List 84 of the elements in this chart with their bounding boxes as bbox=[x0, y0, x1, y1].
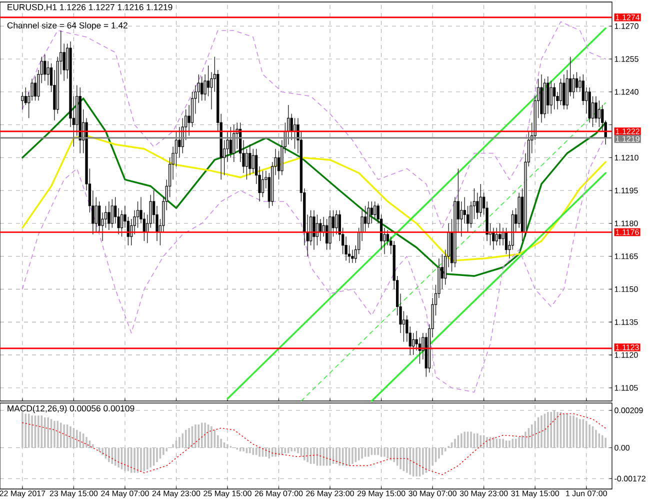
x-tick-label: 24 May 23:00 bbox=[152, 490, 200, 498]
y-tick-label: 1.1210 bbox=[614, 154, 638, 160]
candlestick bbox=[252, 148, 254, 174]
candlestick bbox=[24, 87, 27, 106]
y-tick-label: 1.1165 bbox=[614, 253, 638, 260]
candlestick bbox=[46, 60, 50, 86]
ref-line-label: 1.1219 bbox=[616, 136, 640, 142]
chart-title: EURUSD,H1 1.1226 1.1227 1.1216 1.1219 bbox=[8, 4, 172, 12]
text: Channel size = 64 Slope = 1.42 bbox=[7, 22, 128, 30]
line-series bbox=[22, 413, 606, 476]
candlestick bbox=[261, 170, 264, 198]
candlestick bbox=[374, 201, 376, 220]
y-tick-label: -0.00172 bbox=[614, 476, 646, 482]
candlestick bbox=[229, 126, 232, 158]
y-tick-label: 0.00 bbox=[614, 444, 630, 451]
candlestick bbox=[412, 332, 415, 356]
line-series bbox=[22, 134, 606, 262]
y-tick-label: 1.1270 bbox=[614, 23, 638, 29]
candlestick bbox=[502, 227, 504, 246]
candlestick bbox=[277, 150, 280, 180]
ref-line-label: 1.1222 bbox=[616, 128, 640, 134]
candlestick bbox=[335, 210, 338, 235]
candlestick bbox=[460, 201, 463, 237]
x-tick-label: 26 May 07:00 bbox=[254, 490, 303, 498]
candlestick bbox=[312, 210, 316, 250]
candlestick bbox=[367, 201, 370, 228]
x-tick-label: 24 May 07:00 bbox=[101, 490, 149, 498]
candlestick bbox=[200, 76, 204, 101]
y-tick-label: 1.1240 bbox=[614, 89, 638, 95]
candlestick bbox=[245, 148, 248, 180]
candlestick bbox=[108, 201, 110, 230]
candlestick bbox=[34, 76, 37, 101]
candlestick bbox=[594, 96, 598, 123]
x-tick-label: 30 May 07:00 bbox=[408, 490, 456, 498]
x-tick-label: 1 Jun 07:00 bbox=[566, 490, 607, 496]
x-tick-label: 25 May 15:00 bbox=[204, 490, 252, 498]
candlestick bbox=[319, 218, 322, 242]
x-tick-label: 26 May 23:00 bbox=[306, 490, 354, 498]
candlestick bbox=[559, 78, 562, 106]
candlestick bbox=[550, 80, 552, 114]
candlestick bbox=[370, 201, 374, 224]
candlestick bbox=[598, 100, 601, 128]
candlestick bbox=[476, 192, 479, 220]
x-tick-label: 31 May 15:00 bbox=[511, 490, 560, 498]
ref-line-label: 1.1123 bbox=[616, 344, 639, 350]
candlestick bbox=[479, 184, 482, 218]
candlestick bbox=[498, 223, 502, 246]
candlestick bbox=[120, 210, 124, 237]
x-tick-label: 29 May 15:00 bbox=[357, 490, 406, 498]
candlestick bbox=[575, 72, 578, 92]
candlestick bbox=[21, 92, 24, 110]
y-tick-label: 1.1255 bbox=[614, 56, 638, 62]
candlestick bbox=[546, 76, 550, 114]
candlestick bbox=[402, 310, 406, 342]
candlestick bbox=[110, 198, 114, 228]
candlestick bbox=[572, 74, 575, 99]
candlestick bbox=[492, 227, 495, 250]
candlestick bbox=[364, 206, 367, 232]
x-tick-label: 23 May 15:00 bbox=[50, 490, 98, 498]
candlestick bbox=[351, 249, 354, 264]
y-tick-label: 1.1120 bbox=[614, 352, 638, 358]
candlestick bbox=[149, 194, 152, 228]
x-tick-label: 30 May 23:00 bbox=[460, 490, 508, 498]
ref-line-label: 1.1176 bbox=[616, 229, 639, 236]
y-tick-label: 1.1195 bbox=[614, 188, 638, 194]
y-tick-label: 1.1105 bbox=[614, 385, 638, 391]
candlestick bbox=[562, 74, 566, 110]
candlestick bbox=[44, 54, 46, 82]
ref-line-label: 1.1274 bbox=[616, 14, 640, 20]
candlestick bbox=[206, 65, 210, 97]
y-tick-label: 1.1135 bbox=[614, 319, 638, 325]
candlestick bbox=[248, 144, 252, 176]
candlestick bbox=[232, 124, 236, 162]
y-tick-label: 0.00209 bbox=[614, 408, 643, 414]
candlestick bbox=[553, 82, 556, 110]
x-tick-label: 22 May 2017 bbox=[0, 490, 46, 498]
candlestick bbox=[178, 126, 181, 158]
candlestick bbox=[495, 227, 498, 246]
y-tick-label: 1.1180 bbox=[614, 220, 638, 226]
candlestick bbox=[591, 96, 594, 128]
chart-title: MACD(12,26,9) 0.00056 0.00109 bbox=[8, 405, 134, 414]
candlestick bbox=[94, 196, 98, 232]
y-tick-label: 1.1150 bbox=[614, 286, 638, 292]
line-series bbox=[22, 98, 606, 277]
